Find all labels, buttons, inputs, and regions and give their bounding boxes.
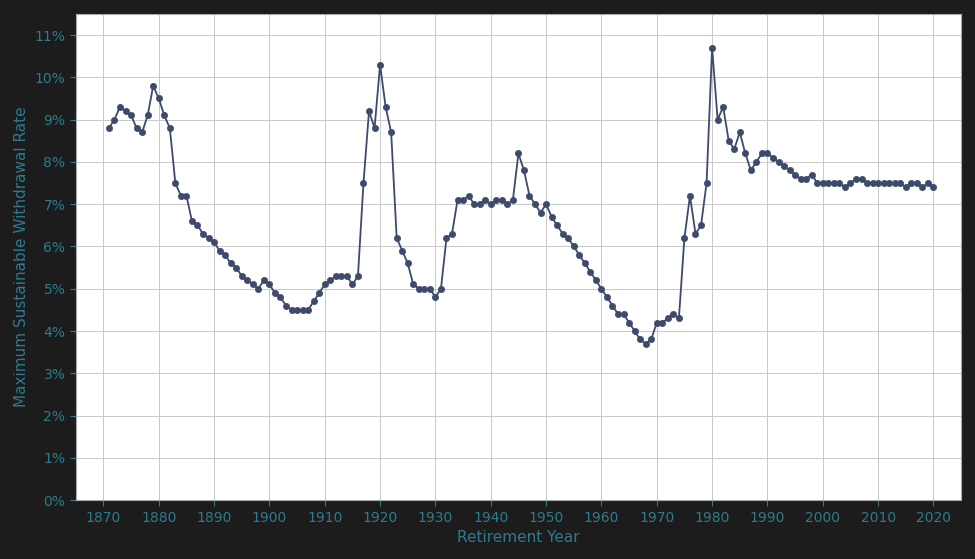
X-axis label: Retirement Year: Retirement Year [457,530,580,545]
Y-axis label: Maximum Sustainable Withdrawal Rate: Maximum Sustainable Withdrawal Rate [14,107,29,408]
